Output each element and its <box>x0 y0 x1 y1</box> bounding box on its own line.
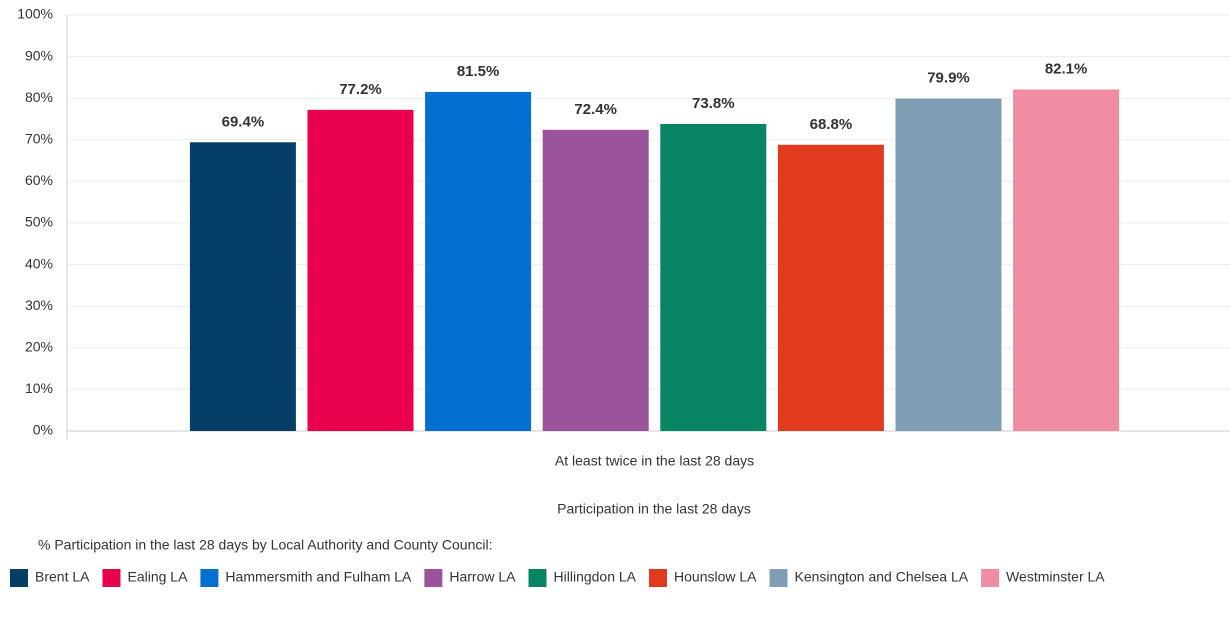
legend-label: Westminster LA <box>1006 569 1105 585</box>
data-label: 68.8% <box>810 116 853 133</box>
y-tick-label: 30% <box>25 297 53 313</box>
legend-label: Hillingdon LA <box>554 569 637 585</box>
legend-swatch <box>769 569 788 587</box>
bar <box>660 123 767 431</box>
legend-swatch <box>528 569 547 587</box>
y-tick-label: 100% <box>17 6 53 22</box>
data-label: 82.1% <box>1045 60 1088 77</box>
y-tick-label: 40% <box>25 255 53 271</box>
legend-swatch <box>200 569 219 587</box>
y-tick-label: 50% <box>25 214 53 230</box>
bar <box>1013 89 1120 432</box>
x-axis-title: Participation in the last 28 days <box>557 501 751 517</box>
legend-swatch <box>10 569 28 587</box>
y-tick-label: 70% <box>25 131 53 147</box>
bar <box>542 129 649 432</box>
data-label: 79.9% <box>927 70 970 87</box>
x-tick-label: At least twice in the last 28 days <box>555 453 754 469</box>
legend-label: Brent LA <box>35 569 90 585</box>
data-label: 72.4% <box>574 101 617 118</box>
legend-swatch <box>102 569 121 587</box>
legend-swatch <box>981 569 1000 587</box>
legend-label: Kensington and Chelsea LA <box>795 569 969 585</box>
bar <box>307 109 414 432</box>
bar <box>425 91 532 432</box>
legend-label: Hounslow LA <box>674 569 757 585</box>
y-tick-label: 80% <box>25 89 53 105</box>
bar <box>189 142 296 431</box>
legend-label: Ealing LA <box>127 569 188 585</box>
y-tick-label: 0% <box>33 422 53 438</box>
data-label: 69.4% <box>222 113 265 130</box>
y-tick-label: 90% <box>25 47 53 63</box>
y-tick-label: 60% <box>25 172 53 188</box>
data-label: 77.2% <box>339 81 382 98</box>
y-tick-label: 20% <box>25 339 53 355</box>
legend-swatch <box>649 569 668 587</box>
legend-label: Harrow LA <box>449 569 516 585</box>
legend-swatch <box>424 569 443 587</box>
legend-label: Hammersmith and Fulham LA <box>225 569 412 585</box>
data-label: 81.5% <box>457 63 500 80</box>
bar <box>895 98 1002 431</box>
y-tick-label: 10% <box>25 380 53 396</box>
bar <box>777 144 884 432</box>
data-label: 73.8% <box>692 95 735 112</box>
legend-title: % Participation in the last 28 days by L… <box>38 537 492 553</box>
